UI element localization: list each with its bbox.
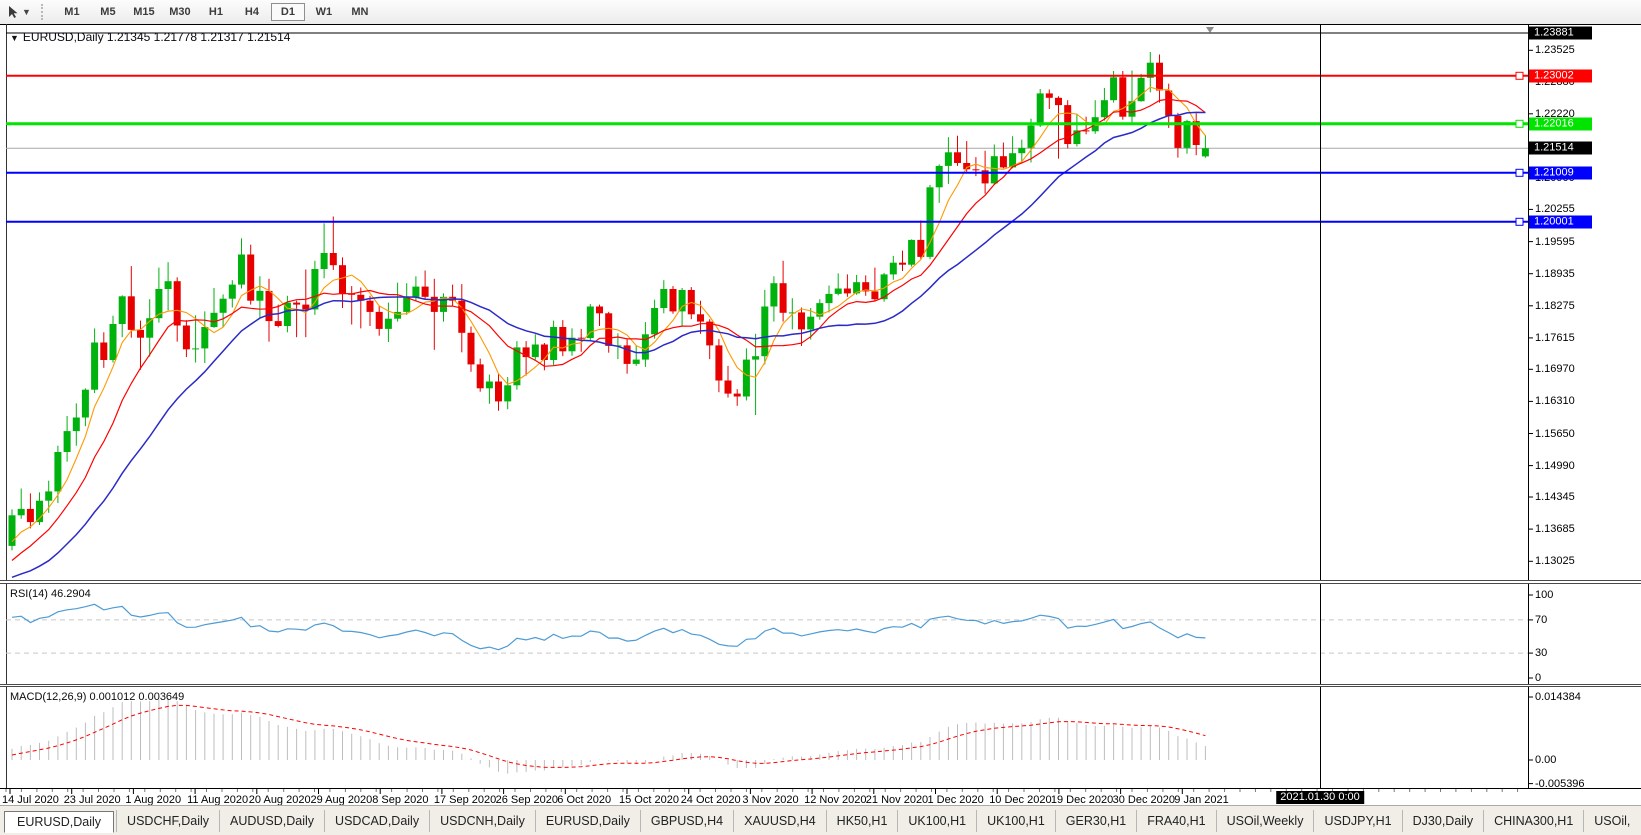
price-tick-label: 1.18275 xyxy=(1535,299,1575,312)
panel-separator[interactable] xyxy=(0,684,1641,687)
main-chart-panel: ▼ EURUSD,Daily 1.21345 1.21778 1.21317 1.… xyxy=(0,24,1641,580)
price-tick-label: 1.20255 xyxy=(1535,203,1575,216)
symbol-tab-6[interactable]: GBPUSD,H4 xyxy=(639,810,733,832)
macd-tick-label: 0.014384 xyxy=(1535,691,1581,703)
chart-title: ▼ EURUSD,Daily 1.21345 1.21778 1.21317 1.… xyxy=(10,30,290,44)
date-label: 26 Sep 2020 xyxy=(495,794,558,806)
symbol-tab-15[interactable]: DJ30,Daily xyxy=(1401,810,1483,832)
timeframe-button-h1[interactable]: H1 xyxy=(208,6,223,18)
crosshair-time-badge: 2021.01.30 0:00 xyxy=(1276,791,1364,804)
timeframe-toolbar: ▼ M1 M5 M15 M30 H1 H4 D1 W1 MN xyxy=(0,0,1641,25)
price-tick-label: 1.14345 xyxy=(1535,491,1575,503)
chart-window: ▼ EURUSD,Daily 1.21345 1.21778 1.21317 1.… xyxy=(0,24,1641,835)
date-label: 12 Nov 2020 xyxy=(804,794,867,806)
macd-label: MACD(12,26,9) 0.001012 0.003649 xyxy=(10,691,185,703)
timeframe-button-w1[interactable]: W1 xyxy=(315,6,333,18)
date-label: 1 Aug 2020 xyxy=(125,794,182,806)
rsi-canvas[interactable] xyxy=(0,584,1641,684)
date-label: 3 Nov 2020 xyxy=(742,794,799,806)
time-axis[interactable]: 14 Jul 2020 23 Jul 2020 1 Aug 2020 11 Aug 2… xyxy=(0,789,1641,806)
timeframe-button-m1[interactable]: M1 xyxy=(64,6,80,18)
symbol-tab-11[interactable]: GER30,H1 xyxy=(1054,810,1136,832)
macd-panel: MACD(12,26,9) 0.001012 0.003649 0.014384… xyxy=(0,687,1641,790)
price-tick-label: 1.17615 xyxy=(1535,331,1575,344)
symbol-tab-2[interactable]: AUDUSD,Daily xyxy=(219,810,324,832)
last-price-badge: 1.21514 xyxy=(1529,141,1592,155)
cursor-tool-button[interactable]: ▼ xyxy=(0,5,35,19)
date-label: 17 Sep 2020 xyxy=(433,794,497,806)
date-label: 10 Dec 2020 xyxy=(989,794,1052,806)
rsi-tick-label: 0 xyxy=(1535,672,1542,684)
collapse-triangle-icon[interactable]: ▼ xyxy=(10,33,19,43)
dropdown-caret-icon: ▼ xyxy=(22,7,31,17)
timeframe-button-h4[interactable]: H4 xyxy=(244,6,259,18)
crosshair-price-badge: 1.23881 xyxy=(1529,26,1592,40)
toolbar-grip[interactable] xyxy=(40,4,46,20)
date-label: 15 Oct 2020 xyxy=(619,794,679,806)
symbol-tab-0[interactable]: EURUSD,Daily xyxy=(4,810,115,833)
macd-tick-label: -0.005396 xyxy=(1535,777,1585,790)
timeframe-button-m15[interactable]: M15 xyxy=(133,6,155,18)
rsi-tick-label: 30 xyxy=(1535,647,1548,660)
date-label: 21 Nov 2020 xyxy=(865,794,929,806)
rsi-panel: RSI(14) 46.2904 100 70 30 0 xyxy=(0,584,1641,684)
date-label: 6 Oct 2020 xyxy=(557,794,612,806)
timeframe-button-mn[interactable]: MN xyxy=(351,6,369,18)
rsi-tick-label: 100 xyxy=(1535,589,1554,601)
timeframe-button-d1[interactable]: D1 xyxy=(270,3,305,21)
symbol-tab-4[interactable]: USDCNH,Daily xyxy=(429,810,535,832)
symbol-tab-14[interactable]: USDJPY,H1 xyxy=(1313,810,1401,832)
symbol-tab-12[interactable]: FRA40,H1 xyxy=(1136,810,1215,832)
macd-tick-label: 0.00 xyxy=(1535,754,1557,766)
hline-price-badge: 1.21009 xyxy=(1529,166,1592,180)
chart-title-text: EURUSD,Daily 1.21345 1.21778 1.21317 1.2… xyxy=(22,30,291,44)
date-label: 24 Oct 2020 xyxy=(680,794,741,806)
symbol-tab-8[interactable]: HK50,H1 xyxy=(825,810,898,832)
cursor-tool-icon xyxy=(9,6,18,18)
price-tick-label: 1.16310 xyxy=(1535,395,1575,408)
symbol-tab-1[interactable]: USDCHF,Daily xyxy=(116,810,219,832)
symbol-tab-16[interactable]: CHINA300,H1 xyxy=(1483,810,1583,832)
date-label: 9 Jan 2021 xyxy=(1174,794,1229,806)
symbol-tab-3[interactable]: USDCAD,Daily xyxy=(324,810,429,832)
panel-separator[interactable] xyxy=(0,580,1641,584)
symbol-tab-13[interactable]: USOil,Weekly xyxy=(1215,810,1314,832)
hline-price-badge: 1.20001 xyxy=(1529,215,1592,229)
symbol-tab-17[interactable]: USOil, xyxy=(1583,810,1640,832)
hline-price-badge: 1.22016 xyxy=(1529,117,1592,131)
symbol-tab-5[interactable]: EURUSD,Daily xyxy=(534,810,640,832)
hline-price-badge: 1.23002 xyxy=(1529,69,1592,83)
date-label: 1 Dec 2020 xyxy=(927,794,984,806)
date-label: 29 Aug 2020 xyxy=(310,794,373,806)
rsi-label: RSI(14) 46.2904 xyxy=(10,588,91,600)
price-tick-label: 1.13025 xyxy=(1535,555,1575,568)
date-label: 19 Dec 2020 xyxy=(1050,794,1114,806)
chart-tab-bar: EURUSD,Daily USDCHF,Daily AUDUSD,Daily USDC… xyxy=(0,805,1641,835)
macd-canvas[interactable] xyxy=(0,687,1641,789)
date-label: 11 Aug 2020 xyxy=(187,794,249,806)
timeframe-button-m5[interactable]: M5 xyxy=(100,6,116,18)
date-label: 30 Dec 2020 xyxy=(1112,794,1175,806)
price-tick-label: 1.16970 xyxy=(1535,363,1575,376)
main-chart-canvas[interactable] xyxy=(0,24,1641,580)
symbol-tab-9[interactable]: UK100,H1 xyxy=(897,810,976,832)
date-label: 23 Jul 2020 xyxy=(63,794,121,806)
price-tick-label: 1.19595 xyxy=(1535,235,1575,248)
price-tick-label: 1.13685 xyxy=(1535,523,1575,536)
symbol-tab-10[interactable]: UK100,H1 xyxy=(976,810,1055,832)
price-tick-label: 1.15650 xyxy=(1535,427,1575,440)
symbol-tab-7[interactable]: XAUUSD,H4 xyxy=(733,810,826,832)
price-tick-label: 1.23525 xyxy=(1535,44,1575,57)
date-label: 14 Jul 2020 xyxy=(2,794,59,806)
timeframe-button-m30[interactable]: M30 xyxy=(169,6,191,18)
date-label: 8 Sep 2020 xyxy=(372,794,429,806)
price-tick-label: 1.18935 xyxy=(1535,267,1575,280)
price-tick-label: 1.14990 xyxy=(1535,459,1575,472)
price-tick-label: 1.22220 xyxy=(1535,107,1575,120)
rsi-tick-label: 70 xyxy=(1535,613,1548,626)
timeframe-buttons: M1 M5 M15 M30 H1 H4 D1 W1 MN xyxy=(54,3,378,21)
date-label: 20 Aug 2020 xyxy=(248,794,311,806)
